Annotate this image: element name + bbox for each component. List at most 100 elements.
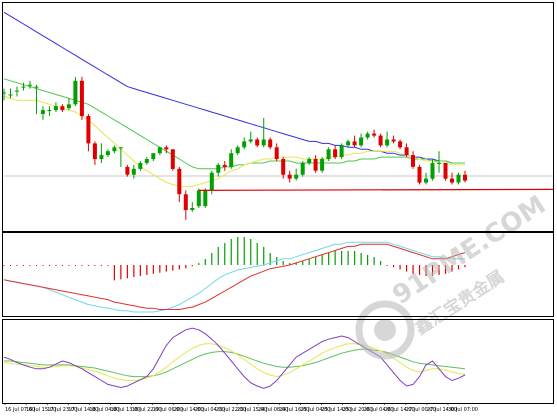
candle-bear: [313, 159, 318, 171]
candle-bear: [183, 194, 188, 210]
candle-bull: [47, 110, 52, 112]
panel-frames: [2, 2, 554, 404]
x-axis-tick-label: 20 Jul 04:00: [195, 407, 225, 413]
candle-bear: [398, 141, 403, 148]
candle-bear: [443, 163, 448, 179]
x-axis-tick-label: 20 Jul 14:00: [174, 407, 204, 413]
candle-bear: [404, 147, 409, 156]
candle-bear: [268, 139, 273, 148]
candle-bull: [151, 153, 156, 160]
candle-bear: [411, 155, 415, 167]
candle-bull: [105, 151, 110, 156]
candle-bear: [333, 149, 338, 158]
candle-bull: [28, 84, 32, 86]
candle-bull: [203, 190, 208, 207]
candle-bull: [209, 172, 214, 191]
candle-bull: [40, 110, 45, 114]
histogram-panel: [3, 237, 466, 313]
x-axis-tick-label: 17 Jul 14:00: [68, 407, 98, 413]
x-axis-tick-label: 17 Jul 23:00: [47, 407, 77, 413]
x-axis-tick-label: 27 Jul 14:00: [427, 407, 457, 413]
x-axis-tick-label: 18 Jul 22:00: [132, 407, 162, 413]
candle-bear: [378, 135, 383, 146]
oscillator-main-line: [3, 327, 466, 389]
candle-bull: [21, 86, 26, 88]
candle-bull: [430, 163, 435, 179]
candle-bear: [352, 141, 357, 146]
x-axis-tick-label: 30 Jul 07:00: [448, 407, 478, 413]
candle-bear: [177, 168, 182, 195]
candle-bull: [73, 80, 78, 105]
candle-bull: [339, 145, 344, 158]
candle-bull: [326, 149, 331, 160]
price-panel: [2, 11, 554, 220]
candle-bull: [385, 139, 390, 146]
candle-bull: [294, 174, 299, 179]
candle-bull: [261, 139, 266, 146]
candle-bear: [417, 166, 422, 183]
candle-bull: [242, 141, 247, 148]
candle-bear: [391, 139, 396, 142]
x-axis-tick-label: 24 Jul 08:00: [258, 407, 288, 413]
candle-bull: [53, 106, 58, 111]
candle-bull: [118, 147, 123, 149]
oscillator-panel-frame: [2, 319, 554, 404]
price-panel-frame: [2, 2, 554, 232]
candle-bull: [112, 147, 117, 152]
candle-bull: [235, 147, 240, 154]
candle-bear: [222, 164, 227, 167]
candle-bear: [164, 147, 169, 150]
candle-bull: [131, 168, 136, 175]
candle-bull: [196, 190, 201, 207]
candle-bull: [346, 141, 351, 146]
candle-bull: [216, 164, 221, 173]
watermark-logo-icon: [355, 300, 415, 360]
histogram-main-line: [3, 243, 466, 310]
candle-bull: [248, 139, 253, 142]
candle-bull: [320, 159, 325, 171]
candle-bull: [359, 137, 364, 146]
candle-bear: [79, 80, 84, 116]
x-axis-tick-label: 26 Jul 04:00: [364, 407, 394, 413]
x-axis-tick-label: 25 Jul 04:00: [300, 407, 330, 413]
candle-bear: [170, 149, 175, 169]
x-axis-tick-label: 23 Jul 15:00: [237, 407, 267, 413]
candle-bear: [450, 178, 454, 183]
candle-bull: [300, 163, 305, 175]
candle-bear: [274, 147, 279, 159]
candle-bear: [92, 143, 97, 160]
support-line: [198, 188, 554, 191]
candle-bull: [34, 86, 39, 88]
ma-slow-line: [3, 11, 465, 164]
candle-bull: [99, 155, 104, 159]
x-axis-tick-label: 25 Jul 20:00: [343, 407, 373, 413]
x-axis-tick-label: 16 Jul 15:00: [26, 407, 56, 413]
candle-bull: [437, 163, 441, 164]
histogram-panel-frame: [2, 232, 554, 317]
candle-bull: [456, 174, 461, 183]
candle-bull: [144, 159, 149, 163]
x-axis-tick-label: 24 Jul 16:00: [279, 407, 309, 413]
candle-bull: [138, 163, 143, 169]
candle-bull: [365, 133, 370, 138]
x-axis-tick-label: 18 Jul 13:00: [110, 407, 140, 413]
candle-bear: [86, 116, 91, 144]
candle-bull: [8, 94, 13, 96]
candle-bull: [2, 92, 6, 94]
candle-bear: [463, 174, 467, 181]
candle-bear: [60, 106, 65, 111]
candle-bull: [229, 153, 234, 167]
x-axis-tick-label: 19 Jul 06:00: [153, 407, 183, 413]
candle-bull: [307, 159, 312, 163]
x-axis-tick-label: 25 Jul 14:00: [321, 407, 351, 413]
candle-bear: [281, 159, 286, 175]
x-axis-tick-label: 26 Jul 14:00: [385, 407, 415, 413]
candle-bear: [255, 139, 260, 146]
candle-bull: [157, 147, 162, 154]
x-axis-tick-label: 23 Jul 22:00: [216, 407, 246, 413]
candle-bull: [15, 90, 19, 92]
